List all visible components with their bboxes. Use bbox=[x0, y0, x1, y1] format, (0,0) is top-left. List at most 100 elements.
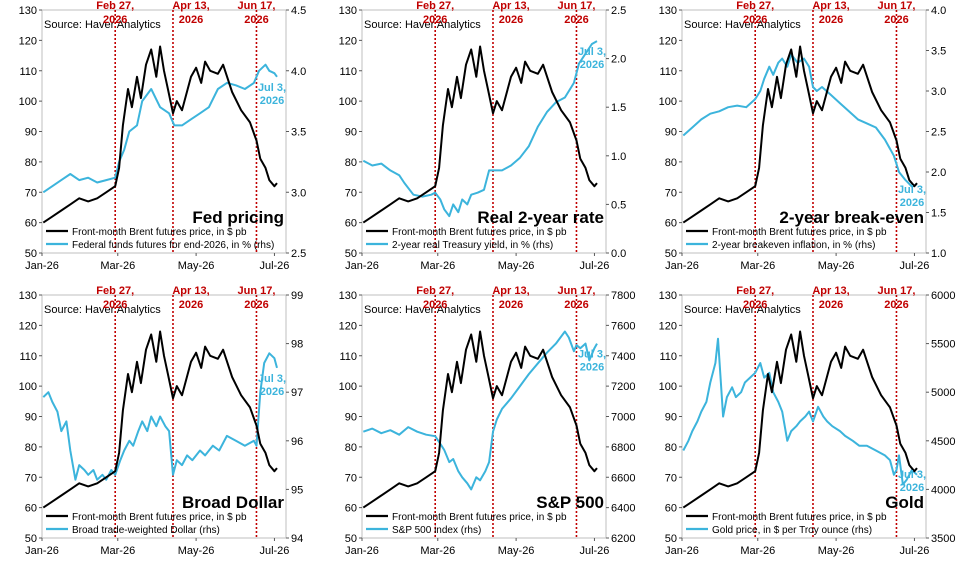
legend-label: Gold price, in $ per Troy ounce (rhs) bbox=[712, 525, 872, 536]
y2-tick-label: 1.5 bbox=[931, 208, 946, 220]
event-label-year: 2026 bbox=[564, 14, 588, 26]
y2-tick-label: 3.5 bbox=[931, 46, 946, 58]
event-label-year: 2026 bbox=[743, 14, 767, 26]
legend-label: 2-year real Treasury yield, in % (rhs) bbox=[392, 240, 553, 251]
y-tick-label: 60 bbox=[665, 218, 677, 230]
x-tick-label: Jan-26 bbox=[665, 545, 699, 557]
y-tick-label: 130 bbox=[659, 5, 677, 17]
source-note: Source: Haver Analytics bbox=[684, 19, 801, 31]
y-tick-label: 70 bbox=[345, 187, 357, 199]
rhs-series-line bbox=[682, 337, 918, 486]
brent-series-line bbox=[362, 45, 598, 224]
event-label-year: 2026 bbox=[884, 299, 908, 311]
y-tick-label: 90 bbox=[25, 412, 37, 424]
legend-label: Front-month Brent futures price, in $ pb bbox=[72, 227, 247, 238]
rhs-series-line bbox=[362, 40, 598, 218]
y2-tick-label: 4.0 bbox=[931, 5, 946, 17]
x-tick-label: Jul-26 bbox=[579, 545, 609, 557]
y-tick-label: 110 bbox=[659, 351, 677, 363]
y2-tick-label: 6400 bbox=[611, 503, 635, 515]
y-tick-label: 70 bbox=[25, 187, 37, 199]
y-tick-label: 50 bbox=[665, 533, 677, 545]
chart-panel-4: 50 60 70 80 90 100 110 120 130 94 95 96 97 98 99 Jan-26… bbox=[19, 285, 304, 557]
y2-tick-label: 7200 bbox=[611, 381, 635, 393]
y-tick-label: 90 bbox=[345, 127, 357, 139]
end-label-year: 2026 bbox=[580, 59, 604, 71]
event-label-date: Feb 27, bbox=[736, 0, 774, 12]
x-tick-label: Jul-26 bbox=[259, 545, 289, 557]
x-tick-label: Mar-26 bbox=[100, 260, 135, 272]
x-tick-label: May-26 bbox=[178, 260, 215, 272]
y-tick-label: 130 bbox=[339, 290, 357, 302]
y2-tick-label: 4500 bbox=[931, 436, 955, 448]
event-label-date: Apr 13, bbox=[492, 0, 529, 12]
event-label-year: 2026 bbox=[743, 299, 767, 311]
event-label-date: Feb 27, bbox=[96, 285, 134, 297]
y2-tick-label: 4000 bbox=[931, 484, 955, 496]
chart-title: Fed pricing bbox=[192, 208, 284, 227]
y-tick-label: 100 bbox=[659, 96, 677, 108]
y-tick-label: 100 bbox=[659, 381, 677, 393]
y-tick-label: 90 bbox=[345, 412, 357, 424]
y-tick-label: 60 bbox=[25, 218, 37, 230]
event-label-date: Apr 13, bbox=[812, 285, 849, 297]
rhs-series-line bbox=[362, 330, 598, 491]
chart-title: Gold bbox=[885, 493, 924, 512]
y2-tick-label: 4.0 bbox=[291, 66, 306, 78]
y-tick-label: 50 bbox=[665, 248, 677, 260]
x-tick-label: Jan-26 bbox=[345, 260, 379, 272]
legend-label: Broad trade-weighted Dollar (rhs) bbox=[72, 525, 220, 536]
event-label-year: 2026 bbox=[499, 14, 523, 26]
x-tick-label: Jul-26 bbox=[899, 545, 929, 557]
y2-tick-label: 3.0 bbox=[931, 86, 946, 98]
y-tick-label: 90 bbox=[665, 412, 677, 424]
brent-series-line bbox=[362, 330, 598, 509]
x-tick-label: Jan-26 bbox=[345, 545, 379, 557]
y2-tick-label: 0.5 bbox=[611, 199, 626, 211]
end-label-year: 2026 bbox=[580, 362, 604, 374]
y2-tick-label: 95 bbox=[291, 484, 303, 496]
y-tick-label: 60 bbox=[25, 503, 37, 515]
chart-panel-2: 50 60 70 80 90 100 110 120 130 0.0 0.5 1.0 1.5 2.0 2.5… bbox=[339, 0, 627, 272]
y2-tick-label: 2.0 bbox=[931, 167, 946, 179]
legend-label: Front-month Brent futures price, in $ pb bbox=[392, 227, 567, 238]
y2-tick-label: 5000 bbox=[931, 387, 955, 399]
end-label-date: Jul 3, bbox=[898, 184, 926, 196]
y2-tick-label: 3.5 bbox=[291, 127, 306, 139]
end-label-year: 2026 bbox=[900, 482, 924, 494]
end-label-date: Jul 3, bbox=[258, 82, 286, 94]
chart-title: S&P 500 bbox=[536, 493, 604, 512]
y-tick-label: 50 bbox=[345, 533, 357, 545]
y-tick-label: 60 bbox=[345, 218, 357, 230]
end-label-date: Jul 3, bbox=[898, 469, 926, 481]
y2-tick-label: 5500 bbox=[931, 339, 955, 351]
event-label-date: Feb 27, bbox=[416, 285, 454, 297]
y2-tick-label: 3500 bbox=[931, 533, 955, 545]
y-tick-label: 100 bbox=[19, 381, 37, 393]
legend-label: Front-month Brent futures price, in $ pb bbox=[712, 227, 887, 238]
source-note: Source: Haver Analytics bbox=[684, 304, 801, 316]
legend-label: Front-month Brent futures price, in $ pb bbox=[392, 512, 567, 523]
y-tick-label: 110 bbox=[19, 66, 37, 78]
brent-series-line bbox=[682, 45, 918, 224]
y-tick-label: 80 bbox=[25, 157, 37, 169]
y-tick-label: 80 bbox=[665, 442, 677, 454]
event-label-year: 2026 bbox=[884, 14, 908, 26]
y2-tick-label: 1.0 bbox=[931, 248, 946, 260]
y2-tick-label: 2.0 bbox=[611, 54, 626, 66]
end-label-date: Jul 3, bbox=[578, 46, 606, 58]
x-tick-label: Jul-26 bbox=[899, 260, 929, 272]
event-label-year: 2026 bbox=[423, 299, 447, 311]
y-tick-label: 80 bbox=[345, 157, 357, 169]
event-label-date: Jun 17, bbox=[238, 0, 276, 12]
y2-tick-label: 94 bbox=[291, 533, 303, 545]
x-tick-label: Jan-26 bbox=[665, 260, 699, 272]
x-tick-label: Jan-26 bbox=[25, 545, 59, 557]
y2-tick-label: 6200 bbox=[611, 533, 635, 545]
end-label-year: 2026 bbox=[900, 197, 924, 209]
y2-tick-label: 1.5 bbox=[611, 102, 626, 114]
end-label-date: Jul 3, bbox=[578, 349, 606, 361]
brent-series-line bbox=[42, 330, 278, 509]
x-tick-label: Mar-26 bbox=[420, 545, 455, 557]
